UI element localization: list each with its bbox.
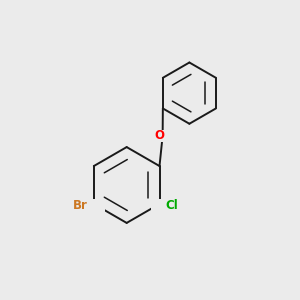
Text: Cl: Cl <box>165 199 178 212</box>
FancyBboxPatch shape <box>152 130 167 142</box>
FancyBboxPatch shape <box>55 199 105 212</box>
FancyBboxPatch shape <box>151 199 193 212</box>
Text: O: O <box>154 129 164 142</box>
Text: Br: Br <box>72 199 87 212</box>
